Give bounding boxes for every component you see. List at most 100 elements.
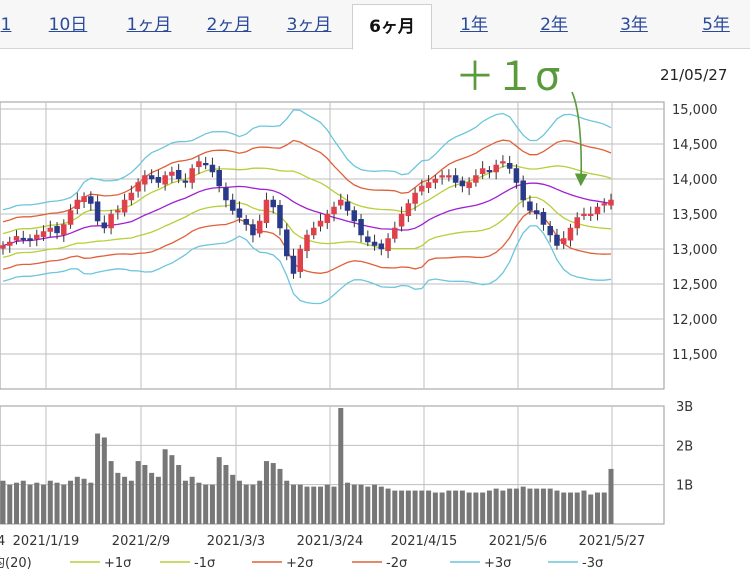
volume-bar (358, 484, 364, 524)
candle-body (601, 203, 607, 206)
candle-body (243, 219, 249, 225)
volume-bar (263, 461, 269, 524)
candle-body (94, 201, 101, 222)
volume-bar (142, 465, 148, 524)
candle-body (175, 170, 182, 180)
candle-body (311, 227, 317, 236)
volume-bar (365, 486, 371, 524)
minus-3-sigma-line (2, 225, 612, 305)
candle-body (101, 222, 108, 229)
candle-body (365, 236, 371, 243)
legend-label: -2σ (386, 556, 407, 571)
candle-body (608, 199, 614, 206)
volume-bar (155, 476, 161, 524)
tab-6m[interactable]: 6ヶ月 (352, 4, 432, 50)
date-tick-label: 2021/5/27 (579, 534, 646, 549)
tab-5y[interactable]: 5年 (702, 15, 730, 35)
volume-bar (432, 492, 438, 524)
legend-label: -3σ (582, 556, 603, 571)
candle-body (574, 217, 580, 229)
volume-bar (412, 490, 418, 524)
volume-bar (567, 492, 573, 524)
candle-body (493, 164, 499, 173)
legend-label: -1σ (194, 556, 215, 571)
volume-bar (385, 488, 391, 524)
candle-body (135, 182, 141, 192)
candle-body (540, 212, 547, 225)
candle-body (40, 231, 47, 237)
candle-body (446, 175, 452, 178)
volume-bar (534, 488, 540, 524)
candle-body (486, 170, 493, 173)
candle-body (439, 175, 445, 178)
tab-3y[interactable]: 3年 (620, 15, 648, 35)
minus-2-sigma-line (2, 211, 612, 274)
volume-bar (520, 486, 526, 524)
candle-body (547, 226, 553, 236)
candle-body (61, 224, 67, 235)
volume-bar (88, 482, 94, 524)
bollinger-bands (2, 109, 612, 305)
candle-body (533, 210, 540, 215)
volume-bar (14, 482, 20, 524)
candle-body (425, 182, 432, 188)
candle-body (88, 196, 94, 204)
volume-bar (68, 480, 74, 524)
volume-bar (277, 468, 283, 524)
candle-body (398, 213, 405, 227)
volume-bar (182, 480, 188, 524)
tab-3m[interactable]: 3ヶ月 (286, 15, 332, 35)
volume-bar (223, 465, 229, 524)
tab-2y[interactable]: 2年 (540, 15, 568, 35)
candle-body (263, 199, 270, 223)
candle-body (290, 255, 297, 274)
volume-bar (378, 486, 384, 524)
volume-bar (95, 433, 101, 524)
candle-body (20, 237, 27, 240)
volume-bar (115, 472, 121, 524)
candle-body (452, 175, 459, 183)
volume-bar (446, 490, 452, 524)
candle-body (277, 205, 283, 229)
tab-10d[interactable]: 10日 (48, 15, 88, 35)
candle-body (81, 196, 87, 202)
price-axis: 15,000 14,500 14,000 13,500 13,000 12,500 12,0… (672, 103, 718, 363)
tab-1m[interactable]: 1ヶ月 (126, 15, 172, 35)
tab-1[interactable]: 1 (0, 15, 12, 35)
candle-body (405, 203, 412, 216)
candle-body (392, 227, 398, 239)
candle-body (432, 178, 439, 183)
volume-tick-label: 3B (676, 400, 693, 415)
volume-bar (162, 449, 168, 524)
candle-body (594, 206, 601, 215)
tab-1y[interactable]: 1年 (460, 15, 488, 35)
volume-bar (176, 465, 182, 524)
date-tick-label: 2021/1/19 (13, 534, 80, 549)
candle-body (560, 238, 567, 244)
tab-2m[interactable]: 2ヶ月 (206, 15, 252, 35)
volume-bar (61, 484, 67, 524)
candle-body (527, 201, 533, 211)
volume-bar (594, 492, 600, 524)
price-tick-label: 12,000 (672, 313, 718, 328)
volume-bar (20, 480, 26, 524)
date-axis: 4 2021/1/19 2021/2/9 2021/3/3 2021/3/24 2021/… (0, 534, 645, 549)
volume-bar (426, 490, 432, 524)
volume-bar (351, 484, 357, 524)
candle-body (338, 199, 344, 206)
candle-body (142, 175, 148, 185)
grid-lines (0, 102, 664, 524)
volume-bar (588, 494, 594, 524)
candle-body (74, 199, 81, 209)
candle-body (567, 227, 574, 241)
volume-bar (54, 482, 60, 524)
candle-body (479, 168, 486, 174)
volume-bar (189, 476, 195, 524)
volume-bar (311, 486, 317, 524)
candle-body (351, 210, 358, 222)
volume-axis: 3B 2B 1B (676, 400, 693, 494)
annotation-arrow (571, 91, 588, 187)
volume-bar (500, 490, 506, 524)
volume-bar (561, 492, 567, 524)
price-tick-label: 11,500 (672, 348, 718, 363)
